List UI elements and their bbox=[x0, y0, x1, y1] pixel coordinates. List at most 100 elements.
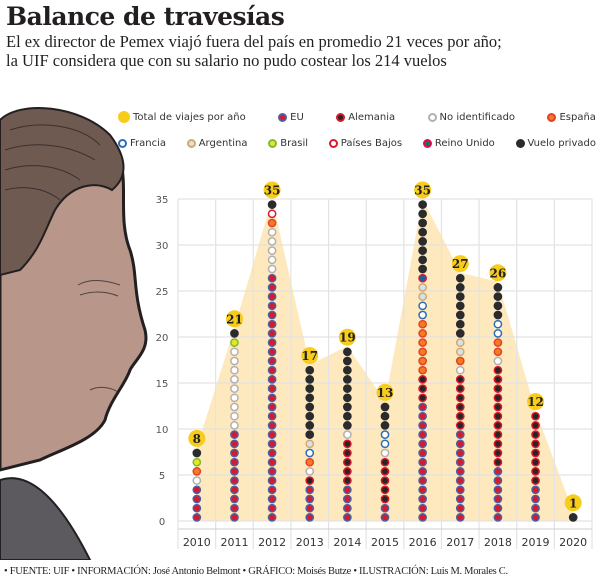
dot-eu bbox=[418, 430, 427, 439]
dot-paisesbajos bbox=[267, 209, 277, 219]
dot-eu bbox=[267, 273, 277, 283]
dot-eu bbox=[455, 439, 465, 449]
dot-alemania bbox=[380, 485, 390, 495]
legend-item-privado: Vuelo privado bbox=[515, 137, 596, 149]
dot-noid bbox=[267, 264, 277, 274]
dot-eu bbox=[455, 503, 465, 513]
dot-alemania bbox=[455, 411, 465, 421]
dot-eu bbox=[418, 402, 427, 412]
dot-privado bbox=[455, 273, 465, 283]
dot-eu bbox=[267, 347, 277, 357]
dot-eu bbox=[418, 485, 427, 495]
dot-eu bbox=[267, 365, 277, 375]
dot-francia bbox=[380, 439, 390, 449]
x-tick-label: 2016 bbox=[409, 536, 437, 549]
legend-label: Vuelo privado bbox=[527, 137, 596, 149]
dot-noid bbox=[267, 255, 277, 265]
dot-privado bbox=[455, 301, 465, 311]
dot-espana bbox=[418, 347, 427, 357]
dot-eu bbox=[455, 467, 465, 476]
dot-alemania bbox=[455, 402, 465, 412]
dot-eu bbox=[267, 513, 277, 522]
dot-noid bbox=[305, 467, 315, 476]
dot-privado bbox=[343, 393, 352, 403]
x-tick-label: 2020 bbox=[559, 536, 587, 549]
y-tick-label: 0 bbox=[159, 517, 165, 528]
legend-label: Países Bajos bbox=[340, 137, 403, 149]
dot-alemania bbox=[493, 421, 503, 430]
dot-eu bbox=[267, 485, 277, 495]
dot-eu bbox=[267, 439, 277, 449]
legend-row-1: Total de viajes por año EU Alemania No iden… bbox=[118, 104, 596, 130]
dot-alemania bbox=[343, 476, 352, 485]
dot-privado bbox=[305, 393, 315, 403]
dot-privado bbox=[343, 411, 352, 421]
dot-privado bbox=[418, 264, 427, 274]
legend: Total de viajes por año EU Alemania No iden… bbox=[118, 104, 596, 156]
dot-eu bbox=[192, 503, 202, 513]
dot-privado bbox=[343, 347, 352, 357]
legend-marker-total bbox=[118, 111, 130, 123]
dot-eu bbox=[230, 430, 239, 439]
dot-eu bbox=[418, 421, 427, 430]
dot-eu bbox=[267, 384, 277, 393]
legend-label: Francia bbox=[130, 137, 167, 149]
dot-francia bbox=[418, 301, 427, 311]
dot-eu bbox=[455, 485, 465, 495]
dot-alemania bbox=[418, 375, 427, 384]
dot-eu bbox=[455, 457, 465, 467]
dot-eu bbox=[531, 503, 540, 513]
dot-alemania bbox=[531, 421, 540, 430]
portrait-shoulder bbox=[0, 477, 92, 560]
dot-eu bbox=[267, 476, 277, 485]
dot-eu bbox=[267, 411, 277, 421]
dot-eu bbox=[343, 503, 352, 513]
y-tick-label: 5 bbox=[159, 471, 165, 482]
legend-label: España bbox=[559, 111, 596, 123]
dot-privado bbox=[305, 430, 315, 439]
dot-privado bbox=[380, 421, 390, 430]
x-tick-label: 2018 bbox=[484, 536, 512, 549]
dot-espana bbox=[418, 365, 427, 375]
x-tick-label: 2010 bbox=[183, 536, 211, 549]
dot-alemania bbox=[455, 393, 465, 403]
total-label: 26 bbox=[490, 266, 507, 280]
total-label: 19 bbox=[339, 331, 356, 345]
dot-eu bbox=[267, 375, 277, 384]
dot-alemania bbox=[455, 421, 465, 430]
dot-chart: 0 5 10 15 20 25 30 35 8 2010 21 2011 35 2012 17 2013 19 2… bbox=[156, 181, 593, 549]
dot-eu bbox=[418, 503, 427, 513]
dot-alemania bbox=[455, 375, 465, 384]
dot-alemania bbox=[493, 393, 503, 403]
dot-argentina bbox=[305, 439, 315, 449]
dot-noid bbox=[267, 237, 277, 246]
dot-privado bbox=[418, 200, 427, 209]
dot-francia bbox=[493, 329, 503, 338]
dot-brasil bbox=[192, 457, 202, 467]
dot-noid bbox=[230, 356, 239, 366]
legend-marker-francia bbox=[118, 138, 127, 148]
x-tick-label: 2013 bbox=[296, 536, 324, 549]
dot-privado bbox=[192, 448, 202, 458]
dot-eu bbox=[418, 457, 427, 467]
dot-privado bbox=[343, 356, 352, 366]
dot-alemania bbox=[380, 476, 390, 485]
x-tick-label: 2014 bbox=[333, 536, 361, 549]
dot-francia bbox=[493, 319, 503, 329]
dot-privado bbox=[493, 292, 503, 301]
dot-alemania bbox=[493, 457, 503, 467]
dot-eu bbox=[267, 356, 277, 366]
dot-eu bbox=[493, 485, 503, 495]
dot-privado bbox=[455, 310, 465, 320]
dot-noid bbox=[230, 421, 239, 430]
dot-privado bbox=[305, 421, 315, 430]
legend-marker-privado bbox=[515, 138, 525, 148]
dot-eu bbox=[267, 393, 277, 403]
dot-noid bbox=[380, 448, 390, 458]
total-label: 13 bbox=[377, 386, 394, 400]
dot-privado bbox=[305, 411, 315, 421]
y-tick-label: 10 bbox=[156, 425, 169, 436]
dot-privado bbox=[305, 402, 315, 412]
dot-eu bbox=[267, 283, 277, 292]
dot-eu bbox=[418, 467, 427, 476]
